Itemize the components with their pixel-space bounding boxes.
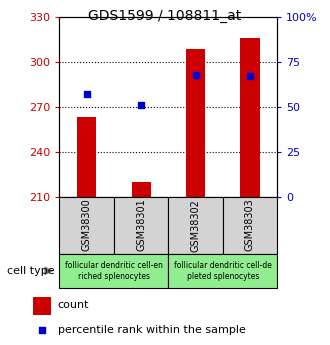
Text: GSM38303: GSM38303 (245, 199, 255, 252)
Text: GSM38301: GSM38301 (136, 199, 146, 252)
Point (193, 72, 198, 77)
Bar (241, 38, 259, 197)
Bar (132, 182, 150, 197)
Text: GSM38300: GSM38300 (82, 199, 92, 252)
Text: follicular dendritic cell-en
riched splenocytes: follicular dendritic cell-en riched sple… (65, 261, 163, 280)
Text: GSM38302: GSM38302 (190, 199, 201, 252)
Text: percentile rank within the sample: percentile rank within the sample (58, 325, 246, 335)
Point (84, 92, 89, 97)
Bar (168, 197, 223, 254)
Bar (59, 197, 114, 254)
Text: follicular dendritic cell-de
pleted splenocytes: follicular dendritic cell-de pleted sple… (174, 261, 272, 280)
Text: GDS1599 / 108811_at: GDS1599 / 108811_at (88, 9, 242, 23)
Point (39, 327, 45, 333)
Text: count: count (58, 300, 89, 310)
Bar (33, 297, 51, 315)
Bar (223, 197, 277, 254)
Bar (168, 254, 277, 288)
Bar (186, 49, 205, 197)
Bar (59, 254, 168, 288)
Bar (77, 117, 96, 197)
Bar (114, 197, 168, 254)
Point (247, 74, 252, 79)
Text: cell type: cell type (7, 266, 54, 276)
Point (138, 102, 144, 108)
